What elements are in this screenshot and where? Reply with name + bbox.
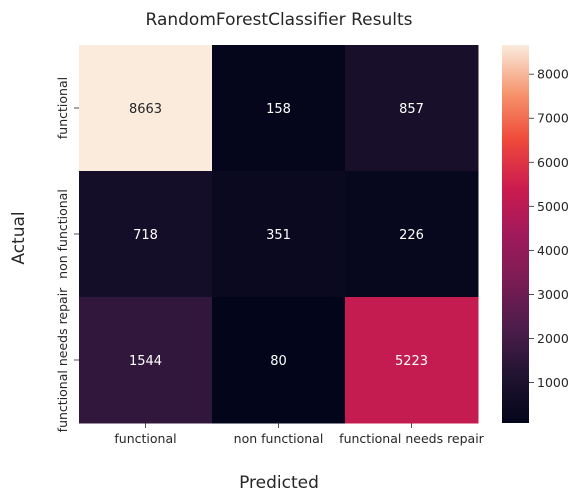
heatmap-cells: [79, 45, 479, 424]
heatmap-cell-labels: 8663 158 857 718 351 226 1544 80 5223: [129, 102, 428, 369]
x-tick-label: functional needs repair: [339, 431, 485, 446]
x-axis-ticks: functional non functional functional needs…: [114, 423, 485, 446]
heatmap-cell: [345, 45, 479, 172]
cell-value-label: 857: [399, 102, 424, 117]
colorbar-ticks: 1000 2000 3000 4000 5000 6000 7000 8000: [529, 67, 569, 390]
y-tick-label: non functional: [55, 189, 70, 279]
heatmap-cell: [212, 297, 346, 424]
heatmap-cell: [212, 45, 346, 172]
colorbar-tick-label: 5000: [537, 199, 569, 214]
y-tick-label: functional: [55, 77, 70, 139]
cell-value-label: 80: [270, 354, 287, 369]
heatmap-cell: [79, 45, 213, 172]
x-tick-label: functional: [114, 431, 176, 446]
heatmap-cell: [345, 297, 479, 424]
cell-value-label: 718: [133, 228, 158, 243]
cell-value-label: 5223: [395, 354, 428, 369]
colorbar-tick-label: 2000: [537, 331, 569, 346]
cell-value-label: 158: [266, 102, 291, 117]
colorbar-tick-label: 1000: [537, 375, 569, 390]
colorbar-tick-label: 4000: [537, 243, 569, 258]
heatmap-cell: [212, 171, 346, 298]
heatmap-cell: [345, 171, 479, 298]
cell-value-label: 351: [266, 228, 291, 243]
cell-value-label: 8663: [129, 102, 162, 117]
cell-value-label: 1544: [129, 354, 162, 369]
heatmap-cell: [79, 171, 213, 298]
cell-value-label: 226: [399, 228, 424, 243]
colorbar-tick-label: 6000: [537, 155, 569, 170]
y-tick-label: functional needs repair: [55, 287, 70, 433]
colorbar-tick-label: 7000: [537, 111, 569, 126]
colorbar-tick-label: 8000: [537, 67, 569, 82]
colorbar: [502, 45, 529, 423]
chart-title: RandomForestClassifier Results: [146, 10, 413, 30]
x-axis-label: Predicted: [239, 473, 319, 493]
x-tick-label: non functional: [234, 431, 324, 446]
y-axis-label: Actual: [9, 211, 29, 264]
y-axis-ticks: functional non functional functional needs…: [55, 77, 79, 432]
colorbar-tick-label: 3000: [537, 287, 569, 302]
heatmap-cell: [79, 297, 213, 424]
